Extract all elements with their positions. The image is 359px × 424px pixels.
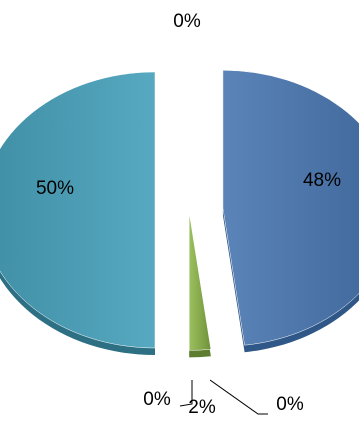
label-0-right: 0% — [276, 394, 304, 415]
label-2: 2% — [188, 397, 216, 418]
slice-48 — [222, 70, 359, 346]
label-0-left: 0% — [143, 389, 171, 410]
label-50: 50% — [36, 178, 74, 199]
label-0-top: 0% — [173, 11, 201, 32]
leader-line-1 — [179, 380, 193, 407]
label-48: 48% — [303, 170, 341, 191]
slice-50 — [0, 71, 156, 349]
leader-line-2 — [209, 379, 268, 415]
slice-2 — [188, 212, 212, 351]
leader-lines — [179, 379, 268, 415]
